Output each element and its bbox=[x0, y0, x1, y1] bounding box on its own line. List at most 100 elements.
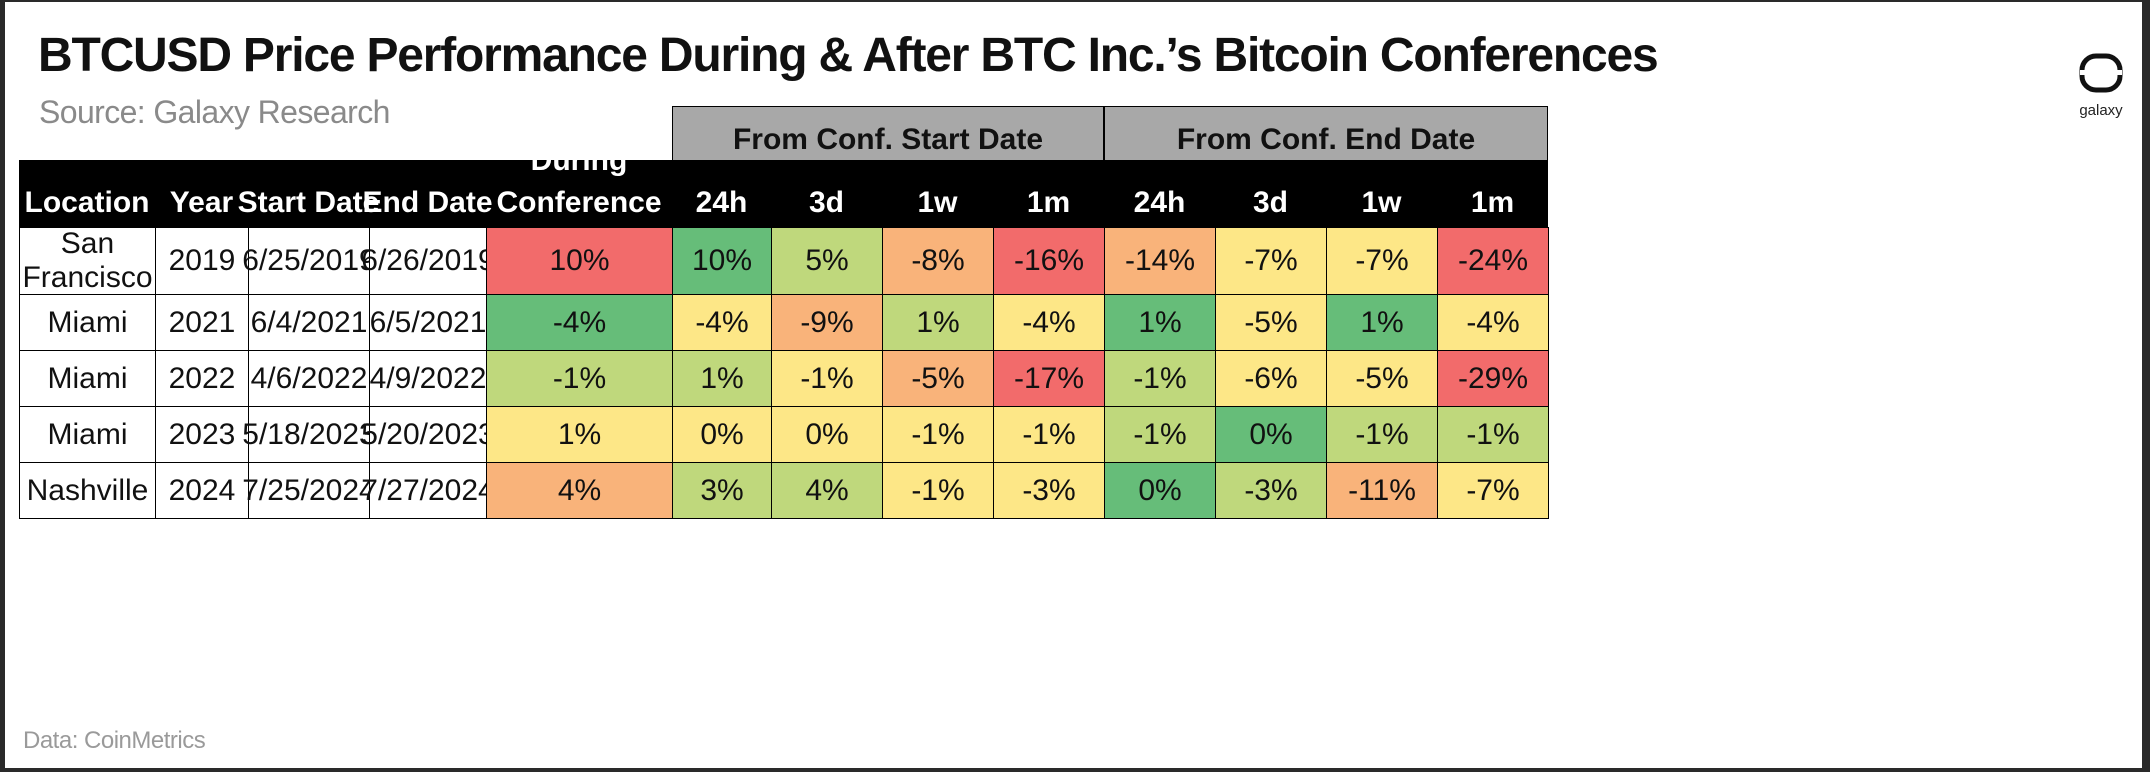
value-cell: 1% bbox=[1326, 294, 1438, 351]
column-header-label: 3d bbox=[808, 186, 844, 219]
value-cell: 10% bbox=[486, 227, 673, 295]
column-header-label: Conference bbox=[496, 186, 662, 219]
column-header: 1m bbox=[1437, 152, 1548, 224]
value-cell: -29% bbox=[1437, 350, 1549, 407]
table-cell: 2022 bbox=[155, 350, 249, 407]
table-cell: 4/6/2022 bbox=[248, 350, 370, 407]
value-cell: -1% bbox=[1104, 406, 1216, 463]
value-cell: 1% bbox=[672, 350, 772, 407]
value-cell: 0% bbox=[1104, 462, 1216, 519]
column-header: End Date bbox=[362, 152, 492, 224]
table-cell: Nashville bbox=[19, 462, 156, 519]
value-cell: -9% bbox=[771, 294, 883, 351]
table-cell: 7/25/2024 bbox=[242, 462, 376, 519]
value-cell: -7% bbox=[1215, 227, 1327, 295]
table-cell: Miami bbox=[19, 406, 156, 463]
galaxy-logo-icon bbox=[2079, 53, 2123, 93]
column-header: 1w bbox=[882, 152, 993, 224]
column-header-label: End Date bbox=[362, 186, 493, 219]
column-header-label: 24h bbox=[1133, 186, 1186, 219]
value-cell: -4% bbox=[1437, 294, 1549, 351]
value-cell: 5% bbox=[771, 227, 883, 295]
table-cell: 7/27/2024 bbox=[361, 462, 495, 519]
group-header-label: From Conf. End Date bbox=[1176, 123, 1476, 156]
value-cell: -7% bbox=[1326, 227, 1438, 295]
value-cell: 10% bbox=[672, 227, 772, 295]
value-cell: -1% bbox=[882, 406, 994, 463]
value-cell: -14% bbox=[1104, 227, 1216, 295]
value-cell: -1% bbox=[993, 406, 1105, 463]
table-cell: 4/9/2022 bbox=[369, 350, 487, 407]
table-cell: San Francisco bbox=[19, 227, 156, 295]
logo-text: galaxy bbox=[2079, 102, 2123, 119]
value-cell: -16% bbox=[993, 227, 1105, 295]
column-header: 3d bbox=[1215, 152, 1326, 224]
table-cell: 5/20/2023 bbox=[361, 406, 495, 463]
value-cell: -11% bbox=[1326, 462, 1438, 519]
table-cell: 2021 bbox=[155, 294, 249, 351]
value-cell: -1% bbox=[1437, 406, 1549, 463]
column-header: 1w bbox=[1326, 152, 1437, 224]
table-cell: 6/25/2019 bbox=[242, 227, 376, 295]
value-cell: -1% bbox=[771, 350, 883, 407]
chart-title: BTCUSD Price Performance During & After … bbox=[38, 29, 1659, 82]
column-header-label: 24h bbox=[695, 186, 748, 219]
value-cell: 1% bbox=[486, 406, 673, 463]
value-cell: -1% bbox=[486, 350, 673, 407]
table-cell: 2024 bbox=[155, 462, 249, 519]
column-header: 1m bbox=[993, 152, 1104, 224]
column-header-label: Year bbox=[169, 186, 234, 219]
group-header-label: From Conf. Start Date bbox=[732, 123, 1044, 156]
column-header: 3d bbox=[771, 152, 882, 224]
column-header-label: 1w bbox=[1361, 186, 1402, 219]
value-cell: 0% bbox=[1215, 406, 1327, 463]
value-cell: -3% bbox=[1215, 462, 1327, 519]
value-cell: -17% bbox=[993, 350, 1105, 407]
value-cell: -1% bbox=[1104, 350, 1216, 407]
value-cell: -7% bbox=[1437, 462, 1549, 519]
data-footnote: Data: CoinMetrics bbox=[23, 727, 206, 754]
table-cell: 5/18/2023 bbox=[242, 406, 376, 463]
value-cell: -4% bbox=[993, 294, 1105, 351]
table-cell: 6/5/2021 bbox=[369, 294, 487, 351]
value-cell: -4% bbox=[486, 294, 673, 351]
value-cell: 4% bbox=[486, 462, 673, 519]
column-header: During Conference bbox=[486, 144, 672, 224]
value-cell: -1% bbox=[1326, 406, 1438, 463]
value-cell: -5% bbox=[882, 350, 994, 407]
column-header-label: 1w bbox=[917, 186, 958, 219]
table-cell: 6/4/2021 bbox=[248, 294, 370, 351]
value-cell: -24% bbox=[1437, 227, 1549, 295]
column-header-label: 3d bbox=[1252, 186, 1288, 219]
table-cell: Miami bbox=[19, 294, 156, 351]
value-cell: -6% bbox=[1215, 350, 1327, 407]
column-header-label: 1m bbox=[1026, 186, 1071, 219]
column-header-label: 1m bbox=[1470, 186, 1515, 219]
column-header-label: Start Date bbox=[237, 186, 380, 219]
column-header-label: During bbox=[530, 144, 628, 177]
column-header: Year bbox=[155, 152, 248, 224]
value-cell: 4% bbox=[771, 462, 883, 519]
value-cell: 0% bbox=[672, 406, 772, 463]
value-cell: -1% bbox=[882, 462, 994, 519]
value-cell: 1% bbox=[882, 294, 994, 351]
value-cell: -5% bbox=[1215, 294, 1327, 351]
value-cell: -3% bbox=[993, 462, 1105, 519]
column-header: Location bbox=[19, 152, 155, 224]
table-header-row bbox=[19, 160, 1548, 227]
column-header: 24h bbox=[672, 152, 771, 224]
table-cell: 2019 bbox=[155, 227, 249, 295]
value-cell: 0% bbox=[771, 406, 883, 463]
column-header-label: Location bbox=[24, 186, 150, 219]
value-cell: -5% bbox=[1326, 350, 1438, 407]
column-header: 24h bbox=[1104, 152, 1215, 224]
value-cell: 3% bbox=[672, 462, 772, 519]
chart-subtitle: Source: Galaxy Research bbox=[39, 94, 390, 130]
table-cell: 2023 bbox=[155, 406, 249, 463]
column-header: Start Date bbox=[238, 152, 380, 224]
chart-panel: BTCUSD Price Performance During & After … bbox=[5, 2, 2142, 768]
value-cell: -8% bbox=[882, 227, 994, 295]
table-cell: Miami bbox=[19, 350, 156, 407]
table-cell: 6/26/2019 bbox=[361, 227, 495, 295]
value-cell: 1% bbox=[1104, 294, 1216, 351]
